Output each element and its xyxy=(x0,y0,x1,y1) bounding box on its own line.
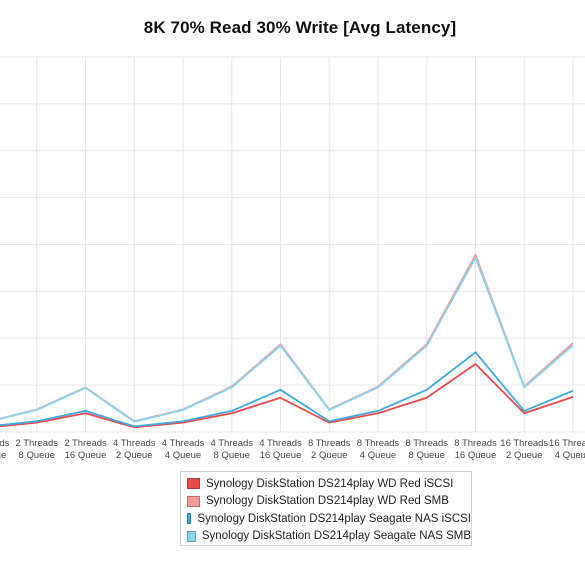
x-tick-label: 2 Threads xyxy=(64,438,107,449)
legend-swatch xyxy=(187,478,200,490)
x-tick-label: 4 Queue xyxy=(360,450,396,461)
x-tick-label: 2 Queue xyxy=(311,450,347,461)
grid-lines xyxy=(0,56,585,433)
legend-label: Synology DiskStation DS214play WD Red SM… xyxy=(206,495,449,508)
series-line xyxy=(0,351,574,428)
x-tick-label: 8 Queue xyxy=(409,450,445,461)
x-tick-label: 4 Threads xyxy=(259,438,302,449)
series-line xyxy=(0,256,574,423)
x-tick-label: 8 Threads xyxy=(308,438,351,449)
chart-title: 8K 70% Read 30% Write [Avg Latency] xyxy=(143,18,457,37)
series-line xyxy=(0,363,574,429)
x-tick-label: 2 Queue xyxy=(0,450,6,461)
legend-item[interactable]: Synology DiskStation DS214play Seagate N… xyxy=(187,528,471,546)
legend-swatch xyxy=(187,495,200,507)
x-tick-label: 2 Threads xyxy=(15,438,58,449)
x-tick-label: 8 Queue xyxy=(19,450,55,461)
x-tick-label: 16 Threads xyxy=(549,438,585,449)
legend-swatch xyxy=(187,513,192,525)
series-lines xyxy=(0,253,574,429)
x-tick-label: 16 Queue xyxy=(65,450,107,461)
legend-item[interactable]: Synology DiskStation DS214play WD Red iS… xyxy=(187,475,471,493)
x-tick-label: 4 Threads xyxy=(113,438,156,449)
x-tick-label: 8 Queue xyxy=(214,450,250,461)
x-tick-label: 2 Queue xyxy=(506,450,542,461)
x-tick-label: 4 Queue xyxy=(555,450,585,461)
x-tick-label: 1 Threads xyxy=(0,438,10,449)
legend: Synology DiskStation DS214play WD Red iS… xyxy=(180,471,472,546)
x-tick-label: 16 Queue xyxy=(455,450,497,461)
x-tick-label: 4 Queue xyxy=(165,450,201,461)
legend-item[interactable]: Synology DiskStation DS214play WD Red SM… xyxy=(187,493,471,511)
x-tick-label: 4 Threads xyxy=(162,438,205,449)
legend-label: Synology DiskStation DS214play Seagate N… xyxy=(197,512,471,525)
legend-label: Synology DiskStation DS214play Seagate N… xyxy=(201,530,471,543)
x-tick-label: 16 Threads xyxy=(500,438,548,449)
x-tick-label: 8 Threads xyxy=(357,438,400,449)
x-tick-label: 8 Threads xyxy=(454,438,497,449)
legend-label: Synology DiskStation DS214play WD Red iS… xyxy=(206,477,454,490)
legend-swatch xyxy=(187,530,196,542)
x-tick-label: 4 Threads xyxy=(210,438,253,449)
legend-item[interactable]: Synology DiskStation DS214play Seagate N… xyxy=(187,510,471,528)
x-tick-label: 16 Queue xyxy=(260,450,302,461)
x-tick-label: 8 Threads xyxy=(405,438,448,449)
x-tick-label: 2 Queue xyxy=(116,450,152,461)
